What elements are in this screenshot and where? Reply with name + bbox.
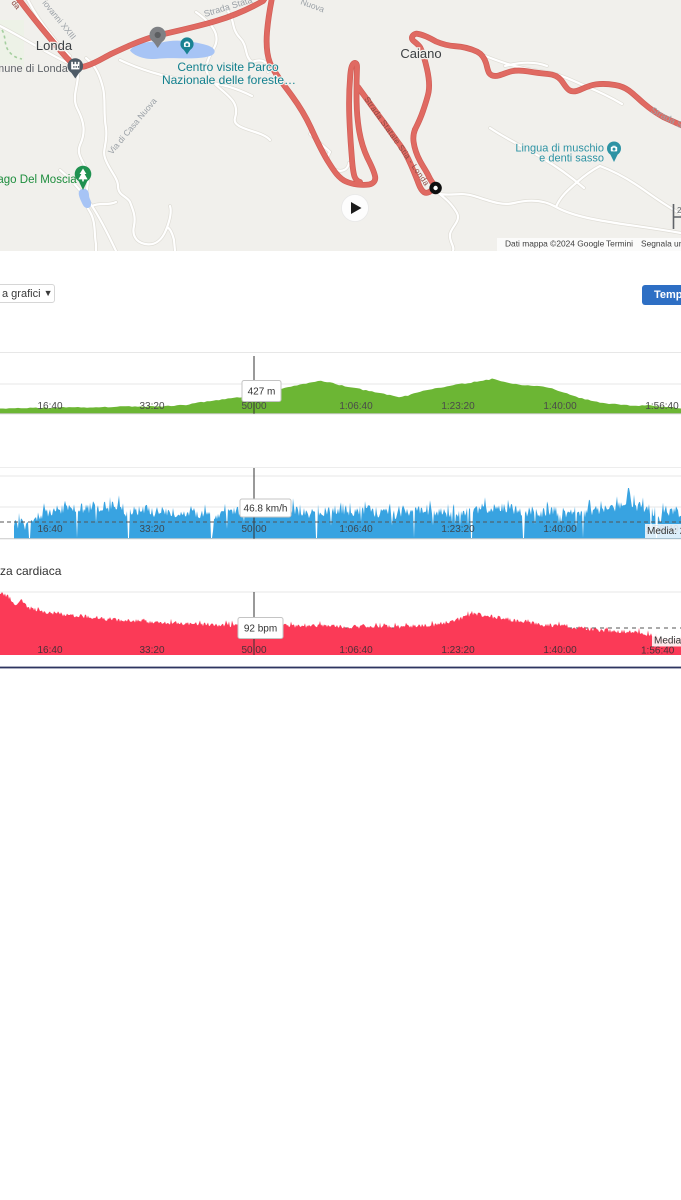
svg-text:Caiano: Caiano [400,46,441,61]
svg-text:Segnala un: Segnala un [641,239,681,249]
svg-text:1:56:40: 1:56:40 [641,646,675,657]
svg-text:1:23:20: 1:23:20 [441,401,475,412]
svg-text:1:40:00: 1:40:00 [543,401,577,412]
svg-text:92 bpm: 92 bpm [244,624,277,635]
svg-text:Media: 2: Media: 2 [647,526,681,537]
svg-text:Nazionale delle foreste…: Nazionale delle foreste… [162,73,296,87]
svg-text:46.8 km/h: 46.8 km/h [244,504,288,515]
svg-text:Termini: Termini [606,239,633,249]
svg-text:Lingua di muschio: Lingua di muschio [515,143,604,155]
svg-text:1:06:40: 1:06:40 [339,645,373,656]
svg-text:16:40: 16:40 [37,645,62,656]
svg-text:Centro visite Parco: Centro visite Parco [177,60,279,74]
svg-text:1:56:40: 1:56:40 [645,401,679,412]
svg-text:Media: Media [654,636,681,647]
svg-text:Dati mappa ©2024 Google: Dati mappa ©2024 Google [505,239,605,249]
svg-text:427 m: 427 m [248,387,276,398]
svg-text:1:23:20: 1:23:20 [441,524,475,535]
svg-text:1:23:20: 1:23:20 [441,645,475,656]
svg-text:2: 2 [677,206,681,215]
svg-text:1:40:00: 1:40:00 [543,524,577,535]
svg-text:33:20: 33:20 [139,524,164,535]
svg-text:1:40:00: 1:40:00 [543,645,577,656]
svg-text:16:40: 16:40 [37,401,62,412]
svg-text:Londa: Londa [36,38,73,53]
svg-text:1:06:40: 1:06:40 [339,524,373,535]
svg-text:Lago Del Moscia: Lago Del Moscia [0,174,77,186]
svg-text:33:20: 33:20 [139,401,164,412]
svg-text:Comune di Londa: Comune di Londa [0,63,69,75]
svg-text:da: da [9,0,22,12]
svg-text:33:20: 33:20 [139,645,164,656]
svg-text:16:40: 16:40 [37,524,62,535]
svg-text:1:06:40: 1:06:40 [339,401,373,412]
svg-text:za cardiaca: za cardiaca [0,564,62,578]
svg-text:e denti sasso: e denti sasso [539,153,604,165]
